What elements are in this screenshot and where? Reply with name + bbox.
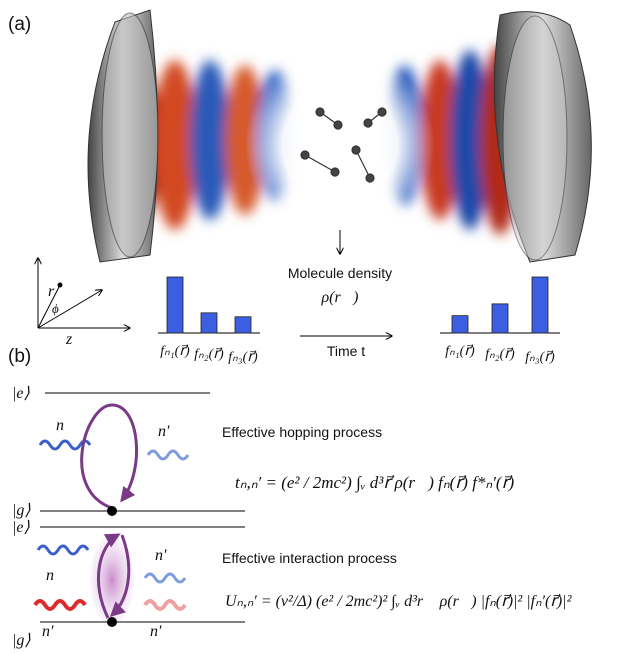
atom bbox=[107, 617, 117, 627]
bar-label: fₙ₃(r⃗) bbox=[525, 350, 555, 365]
page: (a) Molecule density ρ(r⃗) r ϕ z Time t … bbox=[0, 0, 627, 654]
density-symbol: ρ(r⃗) bbox=[320, 289, 358, 306]
bar bbox=[492, 304, 508, 333]
photon bbox=[148, 451, 188, 459]
photon bbox=[35, 601, 85, 609]
photon-label: n bbox=[46, 567, 54, 584]
axis-phi: ϕ bbox=[52, 301, 59, 316]
photon-label: n bbox=[56, 417, 64, 434]
level-label: |g⟩ bbox=[12, 632, 31, 649]
photon bbox=[145, 601, 185, 609]
bar bbox=[235, 317, 251, 333]
process-title: Effective interaction process bbox=[222, 550, 397, 566]
bar-label: fₙ₃(r⃗) bbox=[228, 350, 258, 365]
photon-label: n′ bbox=[150, 623, 162, 640]
photon-label: n′ bbox=[158, 423, 170, 440]
axis-r: r bbox=[48, 283, 55, 300]
figure: (a) Molecule density ρ(r⃗) r ϕ z Time t … bbox=[0, 0, 627, 654]
photon bbox=[38, 546, 88, 554]
level-label: |e⟩ bbox=[12, 519, 31, 536]
bar-label: fₙ₁(r⃗) bbox=[445, 344, 475, 359]
panel-label: (a) bbox=[8, 14, 31, 35]
level-label: |g⟩ bbox=[12, 502, 31, 519]
bar bbox=[532, 277, 548, 333]
cavity bbox=[88, 10, 591, 262]
photon-label: n′ bbox=[42, 623, 54, 640]
panel-label: (b) bbox=[8, 346, 31, 367]
density-label: Molecule density bbox=[288, 265, 392, 281]
time-label: Time t bbox=[327, 343, 365, 359]
photon bbox=[145, 574, 185, 582]
bar bbox=[201, 313, 217, 333]
bar-label: fₙ₂(r⃗) bbox=[485, 347, 515, 362]
atom bbox=[107, 506, 117, 516]
bar-label: fₙ₁(r⃗) bbox=[160, 344, 190, 359]
formula: tₙ,ₙ′ = (e² / 2mc²) ∫ᵥ d³r⃗ ρ(r⃗) fₙ(r⃗)… bbox=[235, 473, 515, 493]
formula: Uₙ,ₙ′ = (ν²/Δ) (e² / 2mc²)² ∫ᵥ d³r⃗ ρ(r⃗… bbox=[225, 593, 573, 611]
bar-label: fₙ₂(r⃗) bbox=[194, 347, 224, 362]
process-title: Effective hopping process bbox=[222, 424, 382, 440]
level-label: |e⟩ bbox=[12, 385, 31, 402]
loop bbox=[82, 405, 137, 508]
bar bbox=[167, 277, 183, 333]
bar bbox=[452, 316, 468, 333]
photon-label: n′ bbox=[155, 547, 167, 564]
axis-z: z bbox=[65, 331, 73, 348]
